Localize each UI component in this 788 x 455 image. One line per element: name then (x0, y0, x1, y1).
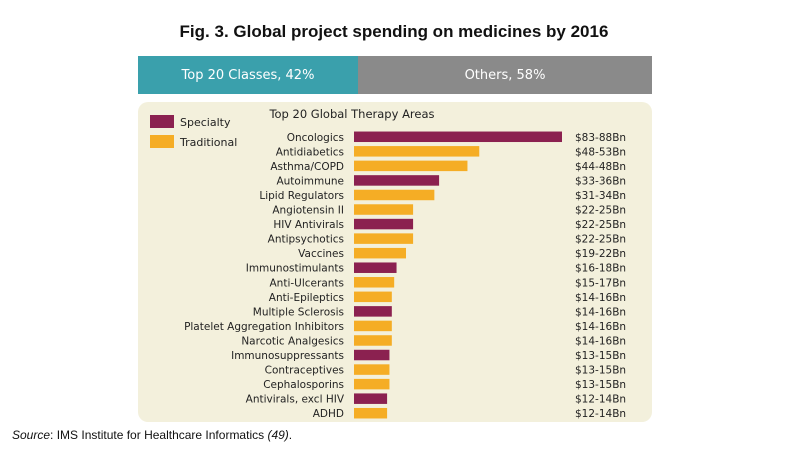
figure-title: Fig. 3. Global project spending on medic… (179, 22, 609, 41)
chart-title: Top 20 Global Therapy Areas (268, 107, 434, 121)
legend-swatch-traditional (150, 135, 174, 148)
value-label-anti-epileptics: $14-16Bn (575, 292, 626, 304)
value-label-anti-ulcerants: $15-17Bn (575, 277, 626, 289)
value-label-antidiabetics: $48-53Bn (575, 146, 626, 158)
bar-lipid-regulators (354, 189, 435, 201)
legend-label-traditional: Traditional (179, 136, 237, 149)
bar-antipsychotics (354, 233, 414, 244)
category-label-immunosuppressants: Immunosuppressants (231, 350, 344, 362)
value-label-cephalosporins: $13-15Bn (575, 379, 626, 391)
legend-swatch-specialty (150, 115, 174, 128)
category-label-anti-ulcerants: Anti-Ulcerants (270, 277, 345, 289)
bar-immunostimulants (354, 262, 397, 273)
value-label-autoimmune: $33-36Bn (575, 175, 626, 187)
value-label-oncologics: $83-88Bn (575, 132, 626, 144)
value-label-immunosuppressants: $13-15Bn (575, 350, 626, 362)
bar-multiple-sclerosis (354, 306, 392, 317)
bar-immunosuppressants (354, 349, 390, 361)
category-label-multiple-sclerosis: Multiple Sclerosis (253, 306, 344, 318)
bar-asthma-copd (354, 160, 468, 172)
source-end: . (288, 428, 293, 442)
bar-adhd (354, 407, 388, 419)
value-label-adhd: $12-14Bn (575, 408, 626, 420)
bar-autoimmune (354, 175, 440, 186)
bar-anti-ulcerants (354, 277, 395, 288)
value-label-lipid-regulators: $31-34Bn (575, 190, 626, 202)
source-text: : IMS Institute for Healthcare Informati… (50, 428, 268, 442)
category-label-hiv-antivirals: HIV Antivirals (273, 219, 344, 231)
category-label-adhd: ADHD (313, 408, 344, 420)
category-label-narcotic-analgesics: Narcotic Analgesics (241, 335, 344, 347)
value-label-antipsychotics: $22-25Bn (575, 234, 626, 246)
bar-antidiabetics (354, 146, 480, 157)
source-label: Source (12, 428, 51, 442)
value-label-antivirals-excl-hiv: $12-14Bn (575, 394, 626, 406)
category-label-autoimmune: Autoimmune (276, 175, 344, 187)
category-label-oncologics: Oncologics (287, 132, 344, 144)
category-label-angiotensin-ii: Angiotensin II (272, 205, 344, 217)
share-split-bar: Top 20 Classes, 42% Others, 58% (138, 56, 652, 94)
category-label-lipid-regulators: Lipid Regulators (259, 190, 344, 202)
category-label-anti-epileptics: Anti-Epileptics (269, 292, 344, 304)
bar-anti-epileptics (354, 291, 392, 303)
value-label-platelet-aggregation-inhibitors: $14-16Bn (575, 321, 626, 333)
category-label-immunostimulants: Immunostimulants (246, 263, 344, 275)
bar-contraceptives (354, 364, 390, 375)
category-label-cephalosporins: Cephalosporins (263, 379, 344, 391)
value-label-angiotensin-ii: $22-25Bn (575, 205, 626, 217)
source-note: Source: IMS Institute for Healthcare Inf… (12, 428, 292, 442)
legend-label-specialty: Specialty (180, 116, 231, 129)
category-label-antipsychotics: Antipsychotics (268, 234, 344, 246)
value-label-vaccines: $19-22Bn (575, 248, 626, 260)
bar-cephalosporins (354, 378, 390, 390)
bar-platelet-aggregation-inhibitors (354, 320, 392, 332)
bar-angiotensin-ii (354, 204, 414, 215)
value-label-contraceptives: $13-15Bn (575, 365, 626, 377)
bar-vaccines (354, 247, 406, 259)
value-label-asthma-copd: $44-48Bn (575, 161, 626, 173)
source-ref: (49) (267, 428, 289, 442)
bar-antivirals-excl-hiv (354, 393, 388, 404)
category-label-contraceptives: Contraceptives (265, 365, 344, 377)
bar-oncologics (354, 131, 562, 143)
category-label-platelet-aggregation-inhibitors: Platelet Aggregation Inhibitors (184, 321, 344, 333)
bar-hiv-antivirals (354, 218, 414, 230)
category-label-antivirals-excl-hiv: Antivirals, excl HIV (246, 394, 345, 406)
category-label-vaccines: Vaccines (298, 248, 344, 260)
category-label-antidiabetics: Antidiabetics (276, 146, 344, 158)
value-label-multiple-sclerosis: $14-16Bn (575, 306, 626, 318)
category-label-asthma-copd: Asthma/COPD (270, 161, 344, 173)
value-label-immunostimulants: $16-18Bn (575, 263, 626, 275)
value-label-narcotic-analgesics: $14-16Bn (575, 335, 626, 347)
others-segment: Others, 58% (358, 56, 652, 94)
top-20-classes-segment: Top 20 Classes, 42% (138, 56, 358, 94)
value-label-hiv-antivirals: $22-25Bn (575, 219, 626, 231)
bar-narcotic-analgesics (354, 335, 392, 346)
